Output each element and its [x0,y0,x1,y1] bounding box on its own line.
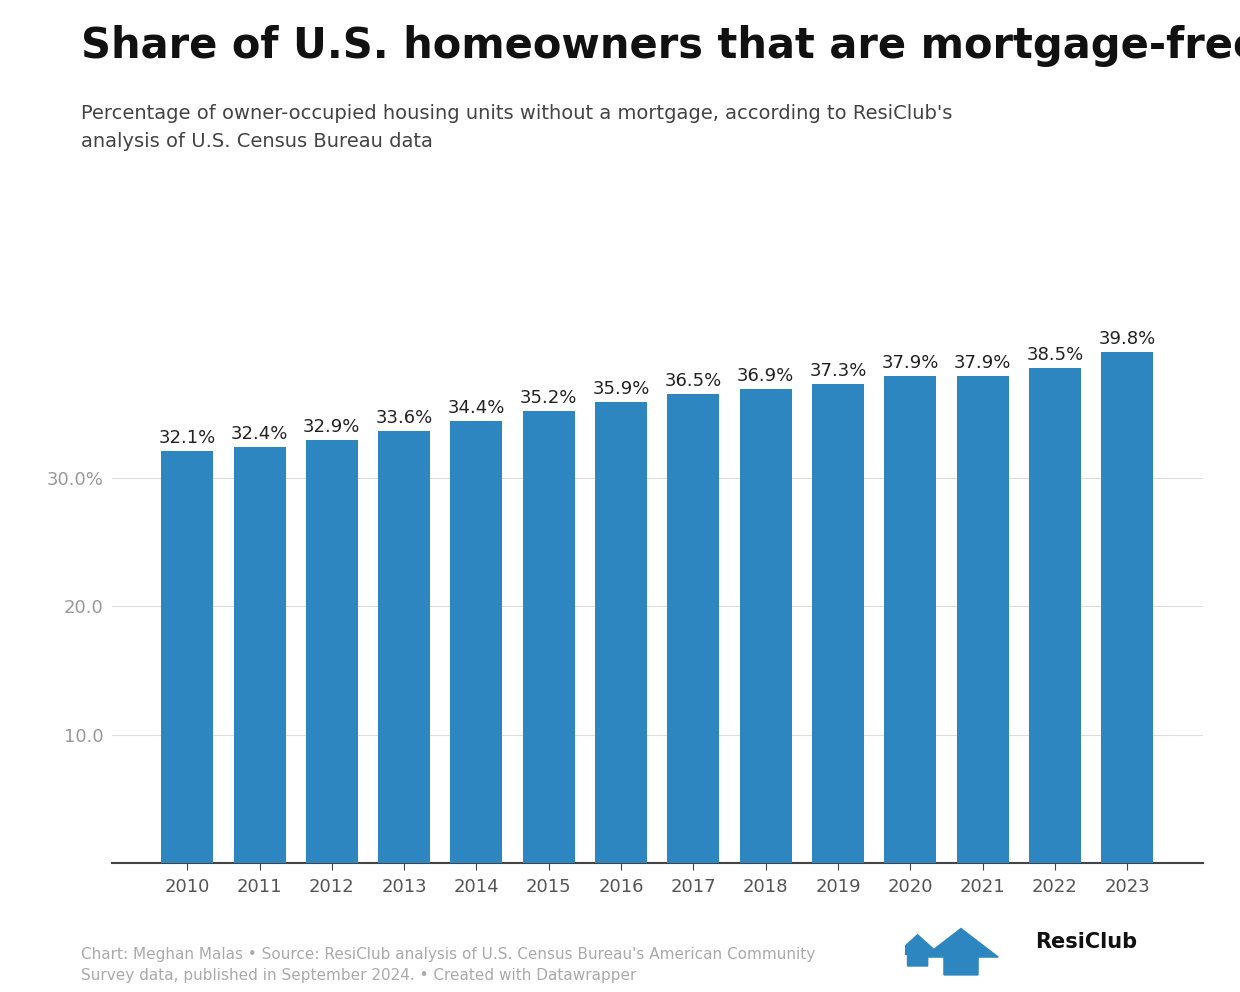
Text: 35.9%: 35.9% [593,380,650,398]
Text: 34.4%: 34.4% [448,399,505,417]
Text: 37.9%: 37.9% [954,354,1012,372]
Bar [306,440,358,863]
Text: 32.9%: 32.9% [303,419,361,436]
Bar [595,402,647,863]
Bar [667,394,719,863]
Bar [523,411,575,863]
Bar [884,376,936,863]
Bar [812,384,864,863]
Text: 32.4%: 32.4% [231,425,288,442]
Bar [956,376,1008,863]
Bar [378,432,430,863]
Text: ResiClub: ResiClub [1035,931,1137,952]
Text: 33.6%: 33.6% [376,410,433,428]
Bar [739,389,791,863]
Text: 32.1%: 32.1% [159,429,216,446]
Text: 39.8%: 39.8% [1099,329,1156,348]
Text: Percentage of owner-occupied housing units without a mortgage, according to Resi: Percentage of owner-occupied housing uni… [81,104,952,151]
Bar [450,421,502,863]
Text: 37.3%: 37.3% [810,362,867,380]
Text: 38.5%: 38.5% [1027,346,1084,364]
Bar [1029,368,1081,863]
Text: 35.2%: 35.2% [520,389,578,407]
FancyArrow shape [895,934,940,966]
Bar [233,446,285,863]
Text: Chart: Meghan Malas • Source: ResiClub analysis of U.S. Census Bureau's American: Chart: Meghan Malas • Source: ResiClub a… [81,947,815,983]
Bar [1101,351,1153,863]
Text: 36.9%: 36.9% [737,367,795,385]
FancyArrow shape [924,929,998,975]
Text: 36.5%: 36.5% [665,372,722,390]
Bar [161,450,213,863]
Text: 37.9%: 37.9% [882,354,939,372]
Text: Share of U.S. homeowners that are mortgage-free: Share of U.S. homeowners that are mortga… [81,25,1240,66]
